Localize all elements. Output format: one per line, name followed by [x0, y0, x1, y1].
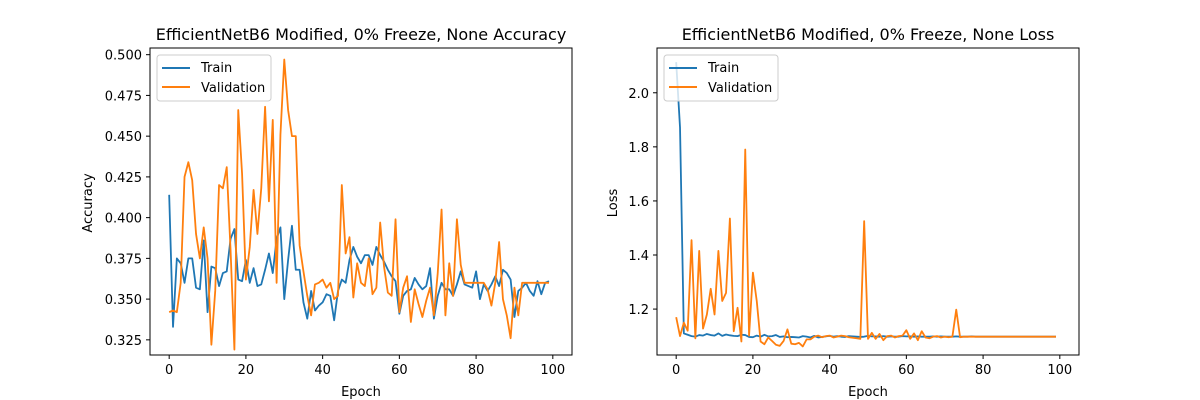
- loss-chart-title: EfficientNetB6 Modified, 0% Freeze, None…: [682, 25, 1055, 44]
- accuracy-y-tick-label: 0.500: [105, 49, 142, 64]
- loss-y-tick-label: 1.2: [628, 303, 649, 318]
- loss-x-tick-label: 20: [745, 363, 762, 378]
- loss-x-tick-label: 0: [672, 363, 680, 378]
- loss-legend-train-label: Train: [707, 61, 739, 76]
- loss-y-tick-label: 1.4: [628, 249, 649, 264]
- accuracy-y-tick-label: 0.475: [105, 89, 142, 104]
- accuracy-legend-train-label: Train: [200, 61, 232, 76]
- accuracy-x-axis-label: Epoch: [341, 385, 381, 400]
- loss-legend-box: [663, 54, 779, 102]
- loss-validation-series-line: [675, 148, 1056, 348]
- loss-y-tick-label: 1.6: [628, 195, 649, 210]
- accuracy-legend-validation-label: Validation: [201, 81, 265, 96]
- loss-legend-validation-label: Validation: [708, 81, 772, 96]
- loss-chart: EfficientNetB6 Modified, 0% Freeze, None…: [606, 25, 1080, 400]
- loss-plot-lines: [675, 62, 1056, 348]
- accuracy-legend: Train Validation: [156, 54, 272, 102]
- loss-legend: Train Validation: [663, 54, 779, 102]
- loss-x-tick-label: 80: [975, 363, 992, 378]
- accuracy-plot-lines: [168, 58, 550, 351]
- accuracy-y-tick-label: 0.325: [105, 334, 142, 349]
- accuracy-chart-title: EfficientNetB6 Modified, 0% Freeze, None…: [156, 25, 567, 44]
- accuracy-y-axis-label: Accuracy: [81, 173, 96, 233]
- accuracy-x-tick-label: 100: [540, 363, 565, 378]
- accuracy-x-tick-label: 0: [165, 363, 173, 378]
- accuracy-x-tick-label: 20: [238, 363, 255, 378]
- loss-ticks: 0 20 40 60 80 100 1.2 1.4 1.6 1.8 2.0: [628, 87, 1072, 378]
- accuracy-x-tick-label: 60: [391, 363, 408, 378]
- loss-y-axis-label: Loss: [606, 189, 621, 218]
- loss-x-tick-label: 100: [1047, 363, 1072, 378]
- accuracy-y-tick-label: 0.400: [105, 212, 142, 227]
- loss-plot-frame: [656, 47, 1080, 356]
- accuracy-y-tick-label: 0.375: [105, 252, 142, 267]
- accuracy-y-tick-label: 0.425: [105, 171, 142, 186]
- accuracy-validation-series-line: [168, 58, 549, 351]
- accuracy-ticks: 0 20 40 60 80 100 0.325 0.350 0.375 0.400 0.425 0.4…: [105, 49, 565, 378]
- accuracy-y-tick-label: 0.350: [105, 293, 142, 308]
- loss-x-tick-label: 60: [898, 363, 915, 378]
- accuracy-x-tick-label: 40: [314, 363, 331, 378]
- loss-x-tick-label: 40: [821, 363, 838, 378]
- accuracy-x-tick-label: 80: [468, 363, 485, 378]
- accuracy-plot-frame: [149, 47, 573, 356]
- loss-y-tick-label: 1.8: [628, 141, 649, 156]
- accuracy-y-tick-label: 0.450: [105, 130, 142, 145]
- loss-x-axis-label: Epoch: [848, 385, 888, 400]
- accuracy-legend-box: [156, 54, 272, 102]
- accuracy-chart: EfficientNetB6 Modified, 0% Freeze, None…: [81, 25, 573, 400]
- loss-y-tick-label: 2.0: [628, 87, 649, 102]
